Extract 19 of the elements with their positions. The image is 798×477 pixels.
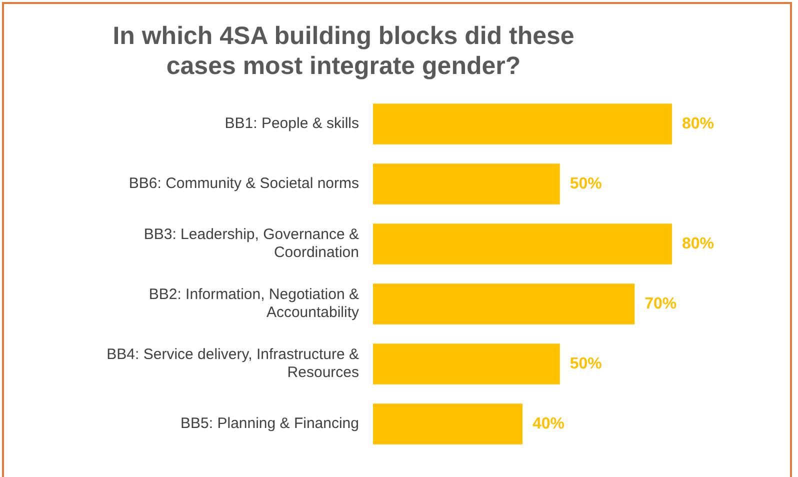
bar <box>373 404 522 444</box>
data-label: 80% <box>682 115 714 132</box>
y-tick-label: BB1: People & skills <box>224 115 359 132</box>
bar <box>373 164 560 204</box>
data-label: 50% <box>570 355 602 372</box>
bar <box>373 224 672 264</box>
bar <box>373 344 560 384</box>
bar <box>373 284 635 324</box>
y-tick-label: BB4: Service delivery, Infrastructure & Resources <box>106 346 359 382</box>
y-tick-label: BB5: Planning & Financing <box>180 415 359 432</box>
y-tick-label: BB2: Information, Negotiation & Accountability <box>148 286 360 322</box>
bar <box>373 104 672 144</box>
y-tick-label: BB6: Community & Societal norms <box>128 175 359 192</box>
chart-title: In which 4SA building blocks did these cases most integrate gender? <box>112 22 574 80</box>
data-label: 80% <box>682 235 714 252</box>
data-label: 40% <box>532 415 565 432</box>
data-label: 70% <box>644 295 677 312</box>
data-label: 50% <box>570 175 602 192</box>
y-tick-label: BB3: Leadership, Governance & Coordination <box>144 226 359 262</box>
